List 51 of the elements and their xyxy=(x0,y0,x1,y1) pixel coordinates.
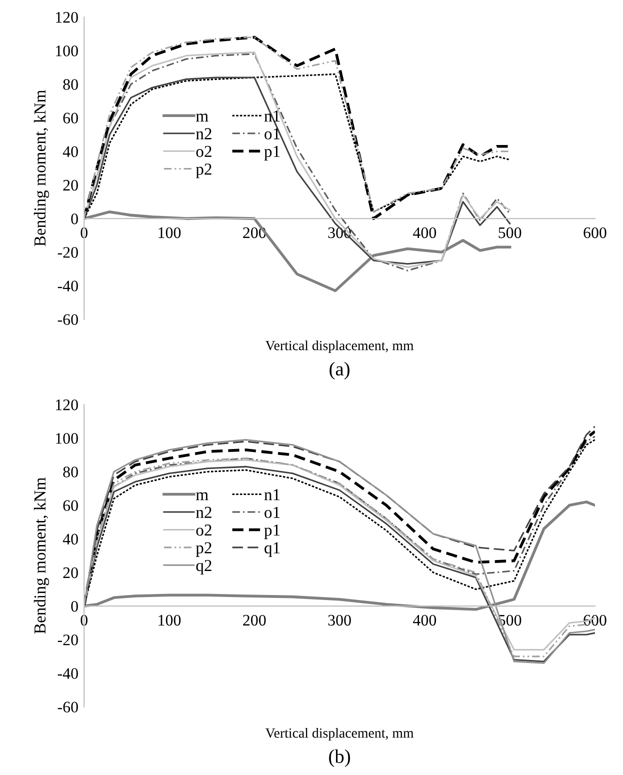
y-tick-label: 40 xyxy=(62,534,78,545)
y-tick-label: 80 xyxy=(63,466,78,478)
y-tick-label: -40 xyxy=(58,668,78,679)
x-tick-label: 400 xyxy=(413,614,436,626)
text: (b) xyxy=(329,749,350,767)
y-tick-label: 120 xyxy=(56,12,78,23)
y-tick-label: -40 xyxy=(58,280,78,292)
legend-label: o2 xyxy=(196,146,212,158)
legend-label: m xyxy=(196,492,208,500)
legend-label: o2 xyxy=(196,524,212,536)
legend-label: o1 xyxy=(264,506,280,518)
y-axis-title: Bending moment, kNm xyxy=(34,90,50,246)
x-axis-title: Vertical displacement, mm xyxy=(265,340,414,354)
y-tick-label: 20 xyxy=(63,180,78,191)
legend-label: m xyxy=(196,114,208,122)
legend-label: n2 xyxy=(196,506,212,518)
x-tick-label: 300 xyxy=(328,614,351,626)
x-tick-label: 100 xyxy=(158,614,181,626)
x-tick-label: 500 xyxy=(498,227,522,238)
y-tick-label: -20 xyxy=(58,247,78,258)
legend-label: p1 xyxy=(264,146,280,160)
y-tick-label: 60 xyxy=(63,112,78,124)
legend-label: p1 xyxy=(264,524,280,540)
y-tick-label: 120 xyxy=(56,399,78,410)
legend-label: n1 xyxy=(264,489,280,500)
y-tick-label: -60 xyxy=(58,314,78,325)
legend-label: p2 xyxy=(196,542,212,557)
x-tick-label: 400 xyxy=(413,227,436,238)
y-tick-label: 60 xyxy=(63,500,78,511)
y-tick-label: 0 xyxy=(71,213,78,224)
x-tick-label: 0 xyxy=(80,227,88,238)
y-tick-label: 20 xyxy=(63,567,78,578)
y-tick-label: 80 xyxy=(63,79,78,90)
x-tick-label: 600 xyxy=(584,227,606,238)
legend-label: p2 xyxy=(196,164,212,178)
legend-label: n2 xyxy=(196,128,212,140)
x-tick-label: 100 xyxy=(158,227,181,238)
legend-label: q2 xyxy=(196,560,212,575)
y-tick-label: -60 xyxy=(58,702,78,712)
y-tick-label: -20 xyxy=(58,634,78,646)
x-tick-label: 200 xyxy=(243,614,266,626)
y-tick-label: 0 xyxy=(71,600,78,612)
legend-label: q1 xyxy=(264,542,280,557)
y-axis-title: Bending moment, kNm xyxy=(34,477,50,634)
y-tick-label: 100 xyxy=(56,46,78,56)
text: (a) xyxy=(330,362,350,380)
legend-label: o1 xyxy=(264,128,280,140)
x-axis-title: Vertical displacement, mm xyxy=(265,728,414,741)
x-tick-label: 0 xyxy=(80,614,88,626)
y-tick-label: 40 xyxy=(62,146,78,158)
y-tick-label: 100 xyxy=(56,433,78,444)
